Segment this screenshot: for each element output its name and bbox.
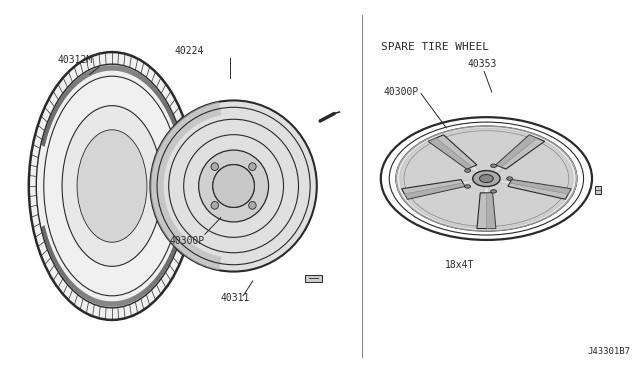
Circle shape bbox=[396, 126, 577, 231]
Bar bbox=[305, 275, 322, 282]
Text: 40224: 40224 bbox=[174, 46, 204, 56]
Bar bbox=[595, 186, 601, 193]
Ellipse shape bbox=[211, 202, 218, 209]
Circle shape bbox=[491, 190, 497, 193]
Circle shape bbox=[479, 174, 493, 183]
Polygon shape bbox=[486, 179, 565, 228]
Text: SPARE TIRE WHEEL: SPARE TIRE WHEEL bbox=[381, 42, 489, 51]
Polygon shape bbox=[486, 141, 573, 189]
Circle shape bbox=[491, 164, 497, 167]
Polygon shape bbox=[400, 141, 486, 189]
Ellipse shape bbox=[249, 202, 256, 209]
Polygon shape bbox=[408, 179, 486, 228]
Polygon shape bbox=[486, 193, 496, 229]
Ellipse shape bbox=[62, 106, 162, 266]
Circle shape bbox=[465, 169, 470, 172]
Ellipse shape bbox=[198, 150, 269, 222]
Polygon shape bbox=[444, 128, 529, 179]
Circle shape bbox=[507, 177, 513, 180]
Text: 40312M: 40312M bbox=[58, 55, 93, 65]
Text: 40300P: 40300P bbox=[384, 87, 419, 97]
Polygon shape bbox=[402, 180, 465, 199]
Polygon shape bbox=[150, 102, 221, 270]
Polygon shape bbox=[428, 135, 477, 169]
Text: 40353: 40353 bbox=[467, 59, 497, 69]
Ellipse shape bbox=[212, 164, 255, 207]
Ellipse shape bbox=[211, 163, 218, 170]
Polygon shape bbox=[29, 52, 195, 320]
Polygon shape bbox=[428, 138, 472, 169]
Ellipse shape bbox=[249, 163, 256, 170]
Ellipse shape bbox=[77, 130, 147, 242]
Text: 18x4T: 18x4T bbox=[445, 260, 474, 270]
Polygon shape bbox=[477, 193, 496, 228]
Text: J43301B7: J43301B7 bbox=[588, 347, 630, 356]
Polygon shape bbox=[404, 183, 465, 199]
Polygon shape bbox=[496, 135, 545, 169]
Polygon shape bbox=[496, 135, 538, 167]
Circle shape bbox=[473, 171, 500, 186]
Text: 40311: 40311 bbox=[221, 293, 250, 303]
Polygon shape bbox=[511, 180, 571, 194]
Text: 40300P: 40300P bbox=[170, 235, 205, 246]
Ellipse shape bbox=[150, 100, 317, 272]
Polygon shape bbox=[508, 180, 571, 199]
Circle shape bbox=[465, 185, 470, 188]
